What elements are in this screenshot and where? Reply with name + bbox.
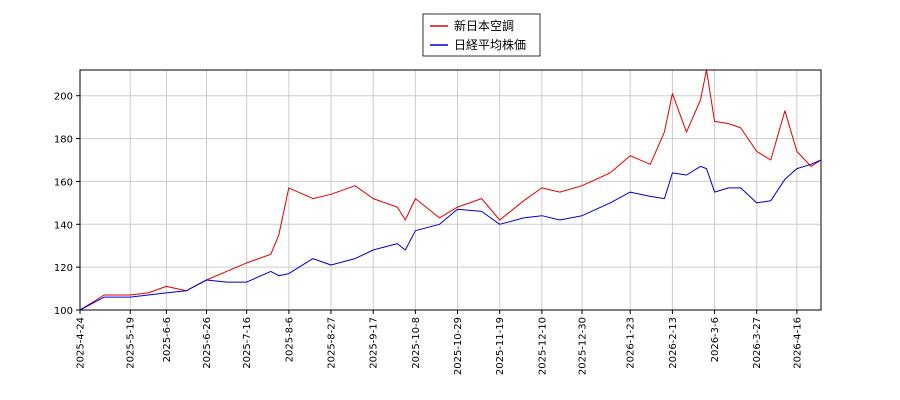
x-tick-label: 2025-11-19 <box>495 317 506 375</box>
y-tick-label: 120 <box>54 263 73 274</box>
gridlines <box>79 70 821 311</box>
x-tick-label: 2026-3-27 <box>752 317 763 369</box>
x-tick-label: 2025-9-17 <box>369 317 380 369</box>
x-tick-label: 2025-6-26 <box>202 317 213 369</box>
legend-label-series-1: 新日本空調 <box>454 18 514 33</box>
y-tick-label: 140 <box>54 220 73 231</box>
series-layer <box>79 69 822 311</box>
x-tick-label: 2026-1-23 <box>626 317 637 369</box>
x-tick-label: 2025-7-16 <box>242 317 253 369</box>
x-tick-label: 2026-3-6 <box>710 317 721 362</box>
y-axis: 100 120 140 160 180 200 <box>54 92 80 317</box>
x-tick-label: 2025-6-6 <box>162 317 173 362</box>
x-tick-label: 2026-2-13 <box>668 317 679 369</box>
y-tick-label: 100 <box>54 306 73 317</box>
x-tick-label: 2025-8-27 <box>327 317 338 369</box>
legend-box <box>422 13 541 57</box>
legend: 新日本空調 日経平均株価 <box>422 13 541 57</box>
series-line-1 <box>79 69 822 311</box>
x-tick-label: 2025-10-8 <box>411 317 422 369</box>
y-tick-label: 200 <box>54 92 73 103</box>
y-tick-label: 180 <box>54 135 73 146</box>
legend-label-series-2: 日経平均株価 <box>454 37 526 52</box>
y-tick-label: 160 <box>54 177 73 188</box>
x-tick-label: 2025-8-6 <box>284 317 295 362</box>
x-tick-label: 2025-12-30 <box>578 317 589 375</box>
plot-area-frame <box>79 69 822 311</box>
x-tick-label: 2025-10-29 <box>453 317 464 375</box>
x-tick-label: 2025-4-24 <box>76 317 87 369</box>
x-axis: 2025-4-24 2025-5-19 2025-6-6 2025-6-26 2025-… <box>76 310 803 375</box>
x-tick-label: 2025-12-10 <box>537 317 548 375</box>
series-line-2 <box>79 159 822 311</box>
x-tick-label: 2026-4-16 <box>792 317 803 369</box>
x-tick-label: 2025-5-19 <box>126 317 137 369</box>
